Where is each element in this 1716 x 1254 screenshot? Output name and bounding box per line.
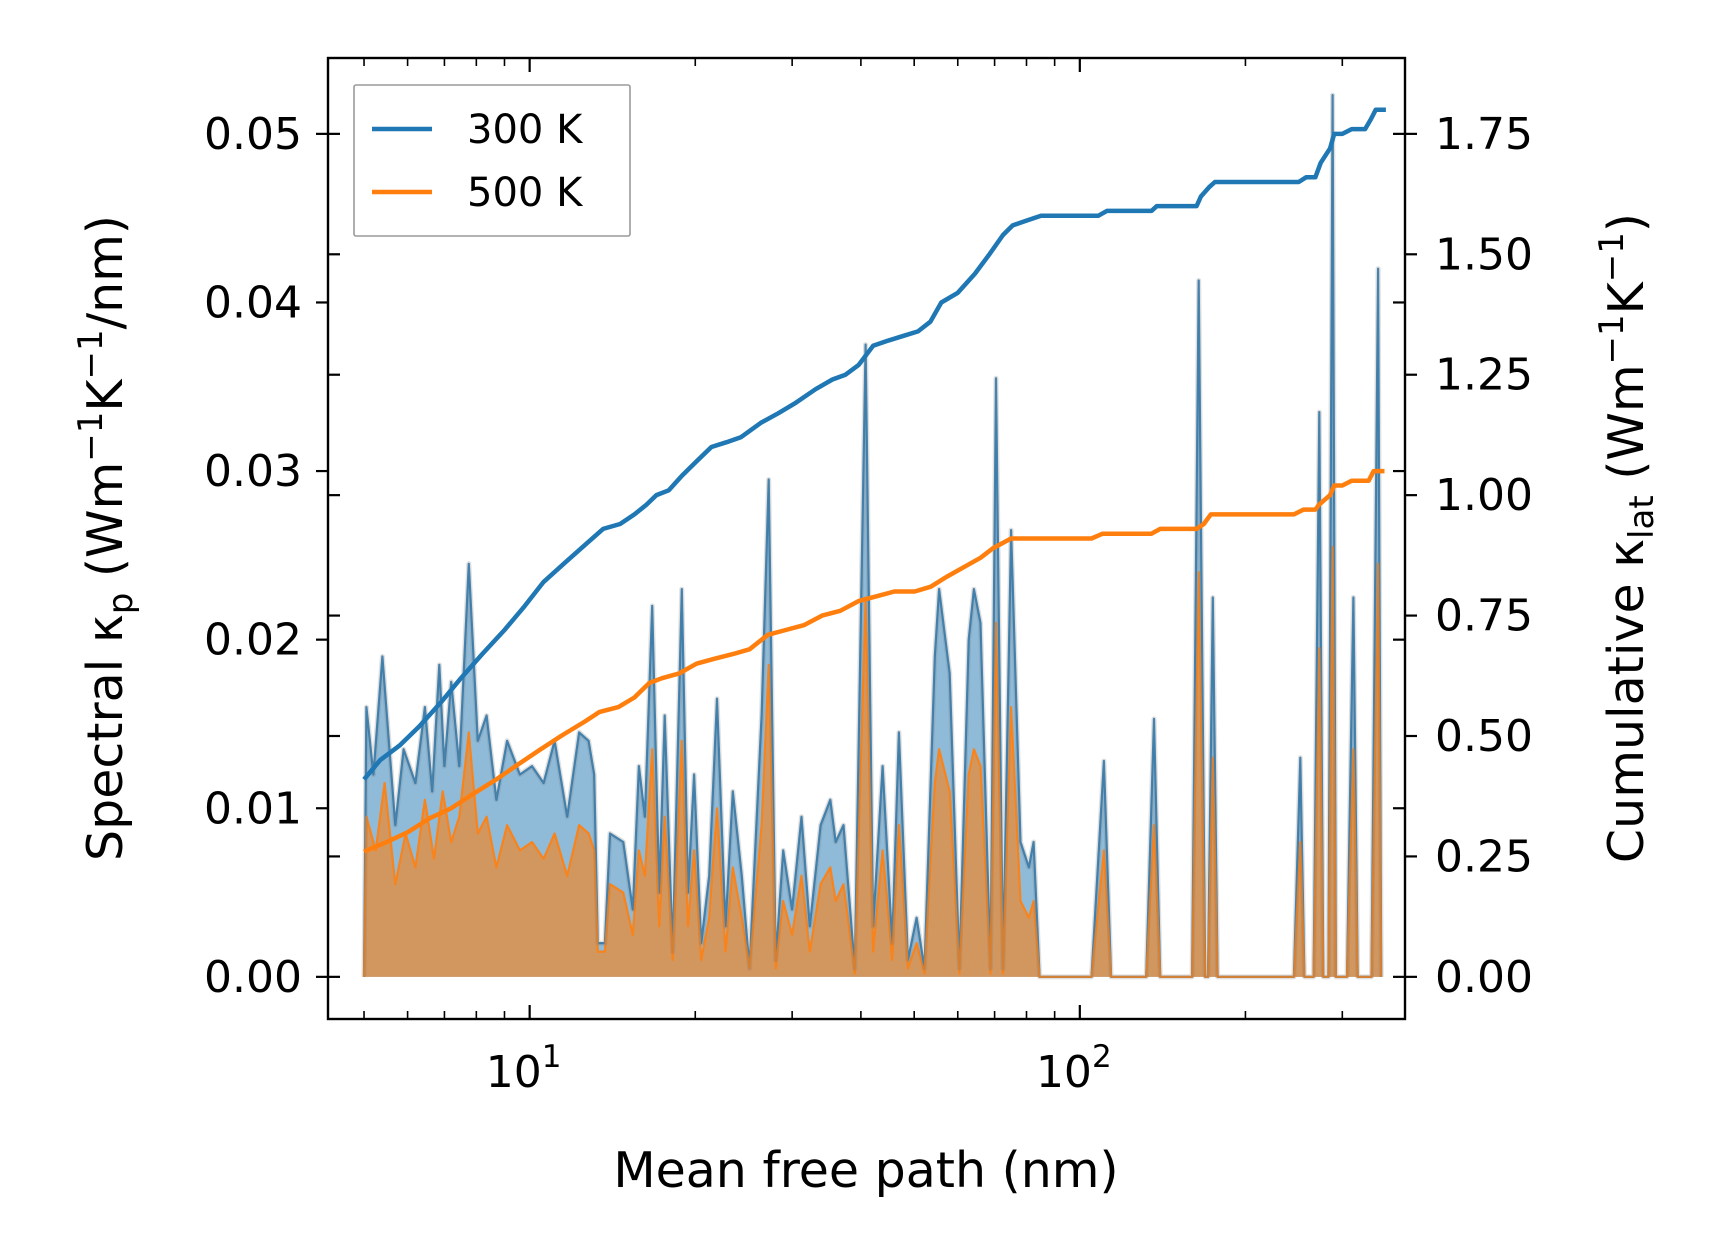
y-left-tick-label: 0.01 (204, 783, 302, 834)
y-right-tick-label: 0.25 (1435, 831, 1533, 882)
legend-label-500k: 500 K (467, 170, 584, 216)
y-left-tick-label: 0.00 (204, 952, 302, 1003)
cumulative-line-300k (362, 107, 1386, 781)
y-left-tick-label: 0.05 (204, 109, 302, 160)
series-lines (362, 107, 1386, 854)
x-tick-label: 101 (486, 1039, 562, 1098)
spectral-envelope-300k (361, 92, 1384, 980)
spectral-line-500k (362, 545, 1383, 979)
y-left-tick-label: 0.04 (204, 277, 302, 328)
y-right-tick-label: 1.75 (1435, 109, 1533, 160)
y-left-tick-label: 0.02 (204, 615, 302, 666)
x-tick-label: 102 (1036, 1039, 1112, 1098)
y-left-tick-label: 0.03 (204, 446, 302, 497)
axis-ticks: 0.00 0.01 0.02 0.03 0.04 0.05 0.00 0.25 0.50 0.75… (204, 58, 1533, 1098)
legend-label-300k: 300 K (467, 107, 584, 153)
y-axis-right-label: Cumulative κlat (Wm−1K−1) (1592, 213, 1662, 863)
y-right-tick-label: 0.75 (1435, 591, 1533, 642)
spectral-area-500k (364, 546, 1382, 977)
y-right-tick-label: 1.25 (1435, 350, 1533, 401)
x-axis-label: Mean free path (nm) (613, 1142, 1118, 1199)
y-right-tick-label: 0.50 (1435, 711, 1533, 762)
y-right-tick-label: 1.00 (1435, 470, 1533, 521)
y-axis-left-label: Spectral κp (Wm−1K−1/nm) (71, 215, 141, 861)
legend: 300 K 500 K (353, 84, 631, 237)
y-right-tick-label: 1.50 (1435, 229, 1533, 280)
plot-frame (326, 56, 1407, 1021)
legend-box (353, 84, 631, 237)
y-right-tick-label: 0.00 (1435, 952, 1533, 1003)
cumulative-line-500k (363, 468, 1385, 854)
spectral-fills (361, 92, 1384, 980)
